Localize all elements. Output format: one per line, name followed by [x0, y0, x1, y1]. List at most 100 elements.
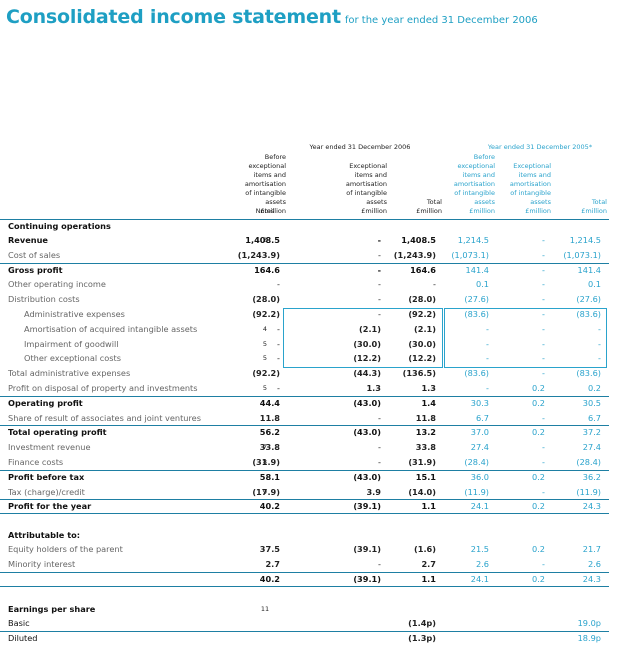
- cell-value: 24.1: [470, 574, 489, 584]
- income-row: Profit on disposal of property and inves…: [0, 381, 619, 396]
- cell-value: -: [598, 323, 601, 334]
- cell-value: -: [378, 559, 381, 569]
- cell-value: (1,073.1): [451, 249, 489, 260]
- cell-value: (43.0): [353, 397, 381, 408]
- note-ref: 5: [262, 384, 268, 392]
- cell-value: (14.0): [408, 486, 436, 497]
- cell-value: (136.5): [402, 368, 436, 379]
- cell-value: (30.0): [408, 338, 436, 349]
- cell-value: (31.9): [252, 457, 280, 467]
- statement-title: Consolidated income statement for the yea…: [6, 6, 538, 28]
- cell-value: (1.6): [414, 544, 436, 554]
- cell-value: -: [486, 383, 489, 393]
- cell-value: -: [378, 249, 381, 260]
- cell-value: -: [542, 235, 545, 245]
- cell-value: (11.9): [576, 486, 601, 497]
- income-row: Total operating profit 56.2 (43.0) 13.2 37.0…: [0, 425, 619, 440]
- note-ref: 4: [262, 324, 268, 333]
- page-title: Consolidated income statement: [6, 6, 341, 28]
- cell-value: 27.4: [470, 442, 489, 453]
- section-attributable: Attributable to:: [0, 528, 619, 543]
- cell-value: 21.5: [470, 544, 489, 554]
- section-heading: Attributable to:: [8, 530, 81, 540]
- income-row: Other operating income - - - 0.1 - 0.1: [0, 277, 619, 292]
- col-notes: Notes: [255, 207, 275, 215]
- cell-value: 36.2: [582, 471, 601, 482]
- cell-value: 11.8: [415, 412, 436, 423]
- cell-value: 1,408.5: [245, 235, 280, 245]
- cell-value: (11.9): [464, 486, 489, 497]
- cell-value: (92.2): [252, 309, 280, 319]
- attributable-row: Minority interest 2.7 - 2.7 2.6 - 2.6: [0, 557, 619, 572]
- cell-value: -: [378, 309, 381, 319]
- income-row: Amortisation of acquired intangible asse…: [0, 322, 619, 337]
- section-eps: Earnings per share 11: [0, 602, 619, 617]
- row-label: Impairment of goodwill: [24, 338, 119, 349]
- note-ref: 8: [262, 458, 268, 466]
- cell-value: 56.2: [259, 427, 280, 438]
- cell-value: 6.7: [475, 412, 489, 423]
- cell-value: (12.2): [353, 353, 381, 364]
- cell-value: (17.9): [252, 486, 280, 497]
- cell-value: 33.8: [259, 442, 280, 453]
- cell-value: -: [542, 368, 545, 379]
- cell-value: -: [542, 249, 545, 260]
- eps-row: Diluted (1.3p) 18.9p: [0, 631, 619, 646]
- income-row: Cost of sales (1,243.9) - (1,243.9) (1,073.1…: [0, 248, 619, 263]
- cell-value: (83.6): [464, 368, 489, 379]
- cell-value: 44.4: [259, 397, 280, 408]
- cell-value: (43.0): [353, 427, 381, 438]
- row-label: Finance costs: [8, 457, 64, 467]
- cell-value: -: [378, 457, 381, 467]
- income-row: Administrative expenses (92.2) - (92.2) (83.…: [0, 307, 619, 322]
- cell-value: 30.5: [582, 397, 601, 408]
- cell-value: (1,243.9): [237, 249, 280, 260]
- cell-value: 6.7: [587, 412, 601, 423]
- row-label: Tax (charge)/credit: [8, 486, 85, 497]
- rule: [0, 262, 609, 264]
- row-label: Minority interest: [8, 559, 76, 569]
- income-row: Revenue 2 1,408.5-1,408.5 1,214.5-1,214.5: [0, 233, 619, 248]
- cell-value: (83.6): [576, 309, 601, 319]
- rule: [0, 631, 609, 632]
- cell-value: 0.2: [531, 427, 545, 438]
- cell-value: -: [542, 323, 545, 334]
- income-row: Investment revenue 7 33.8-33.8 27.4-27.4: [0, 440, 619, 455]
- income-row: Gross profit 164.6 - 164.6 141.4 - 141.4: [0, 263, 619, 278]
- col-total-prior: Total £million: [581, 198, 607, 215]
- cell-value: 0.1: [475, 279, 489, 290]
- cell-value: 0.2: [531, 471, 545, 482]
- header-rule: [0, 219, 609, 220]
- admin-box-prior: [444, 308, 607, 368]
- cell-value: 2.6: [475, 559, 489, 569]
- cell-value: (31.9): [408, 457, 436, 467]
- income-row: Total administrative expenses (92.2) (44.3…: [0, 366, 619, 381]
- cell-value: -: [377, 264, 381, 275]
- income-row: Profit before tax 58.1 (43.0) 15.1 36.0 0.2 36…: [0, 470, 619, 485]
- note-ref: 5: [262, 339, 268, 348]
- cell-value: 3.9: [366, 486, 381, 497]
- cell-value: (27.6): [464, 294, 489, 305]
- cell-value: -: [542, 353, 545, 364]
- note-ref: 11: [260, 605, 270, 613]
- rule: [0, 513, 609, 515]
- cell-value: (39.1): [353, 501, 381, 512]
- cell-value: 0.2: [531, 574, 545, 584]
- income-row: Finance costs 8 (31.9) - (31.9) (28.4) - (28.4): [0, 455, 619, 470]
- row-label: Other exceptional costs: [24, 353, 122, 364]
- attributable-row: 40.2 (39.1) 1.1 24.1 0.2 24.3: [0, 572, 619, 587]
- rule: [0, 572, 609, 573]
- cell-value: -: [277, 323, 280, 334]
- cell-value: 19.0p: [577, 618, 601, 628]
- cell-value: (1,243.9): [393, 249, 436, 260]
- income-row: Distribution costs (28.0) - (28.0) (27.6) - (2…: [0, 292, 619, 307]
- cell-value: 1.3: [421, 383, 436, 393]
- cell-value: 1,214.5: [457, 235, 489, 245]
- cell-value: -: [542, 294, 545, 305]
- cell-value: -: [598, 353, 601, 364]
- cell-value: 37.0: [470, 427, 489, 438]
- section-heading: Earnings per share: [8, 604, 96, 614]
- note-ref: 2: [262, 236, 268, 244]
- col-exceptional-current: Exceptional items and amortisation of intan…: [345, 162, 387, 215]
- admin-box-current: [283, 308, 443, 368]
